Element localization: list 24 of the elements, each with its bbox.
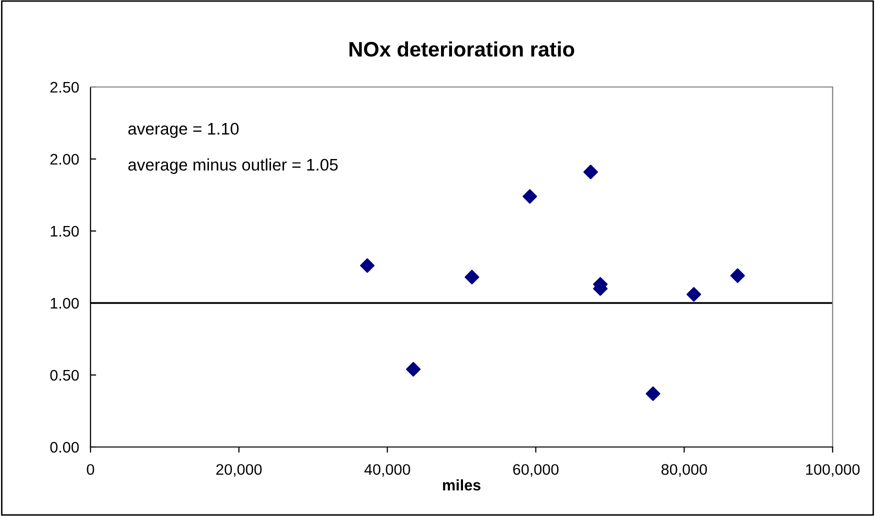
y-tick-label: 2.00	[50, 154, 79, 165]
y-tick-label: 1.50	[50, 226, 79, 237]
y-tick-label: 0.00	[50, 442, 79, 453]
chart-title: NOx deterioration ratio	[350, 41, 574, 57]
y-tick-label: 0.50	[50, 370, 79, 381]
x-tick-label: 0	[86, 464, 94, 475]
point	[406, 362, 421, 377]
x-tick-label: 60,000	[513, 464, 559, 477]
point	[522, 189, 538, 204]
point	[583, 164, 598, 180]
annotation: average minus outlier = 1.05	[128, 158, 338, 174]
point	[730, 268, 745, 283]
y-tick-label: 1.00	[50, 298, 79, 309]
point	[360, 258, 375, 273]
point	[646, 386, 660, 402]
x-tick-label: 100,000	[806, 464, 860, 477]
annotation: average = 1.10	[128, 122, 239, 138]
x-axis-title: miles	[443, 479, 480, 491]
y-tick-label: 2.50	[50, 82, 79, 93]
x-tick-label: 40,000	[364, 464, 410, 477]
x-tick-label: 80,000	[661, 464, 707, 477]
point	[686, 287, 702, 302]
x-tick-label: 20,000	[216, 464, 262, 477]
point	[464, 270, 480, 284]
